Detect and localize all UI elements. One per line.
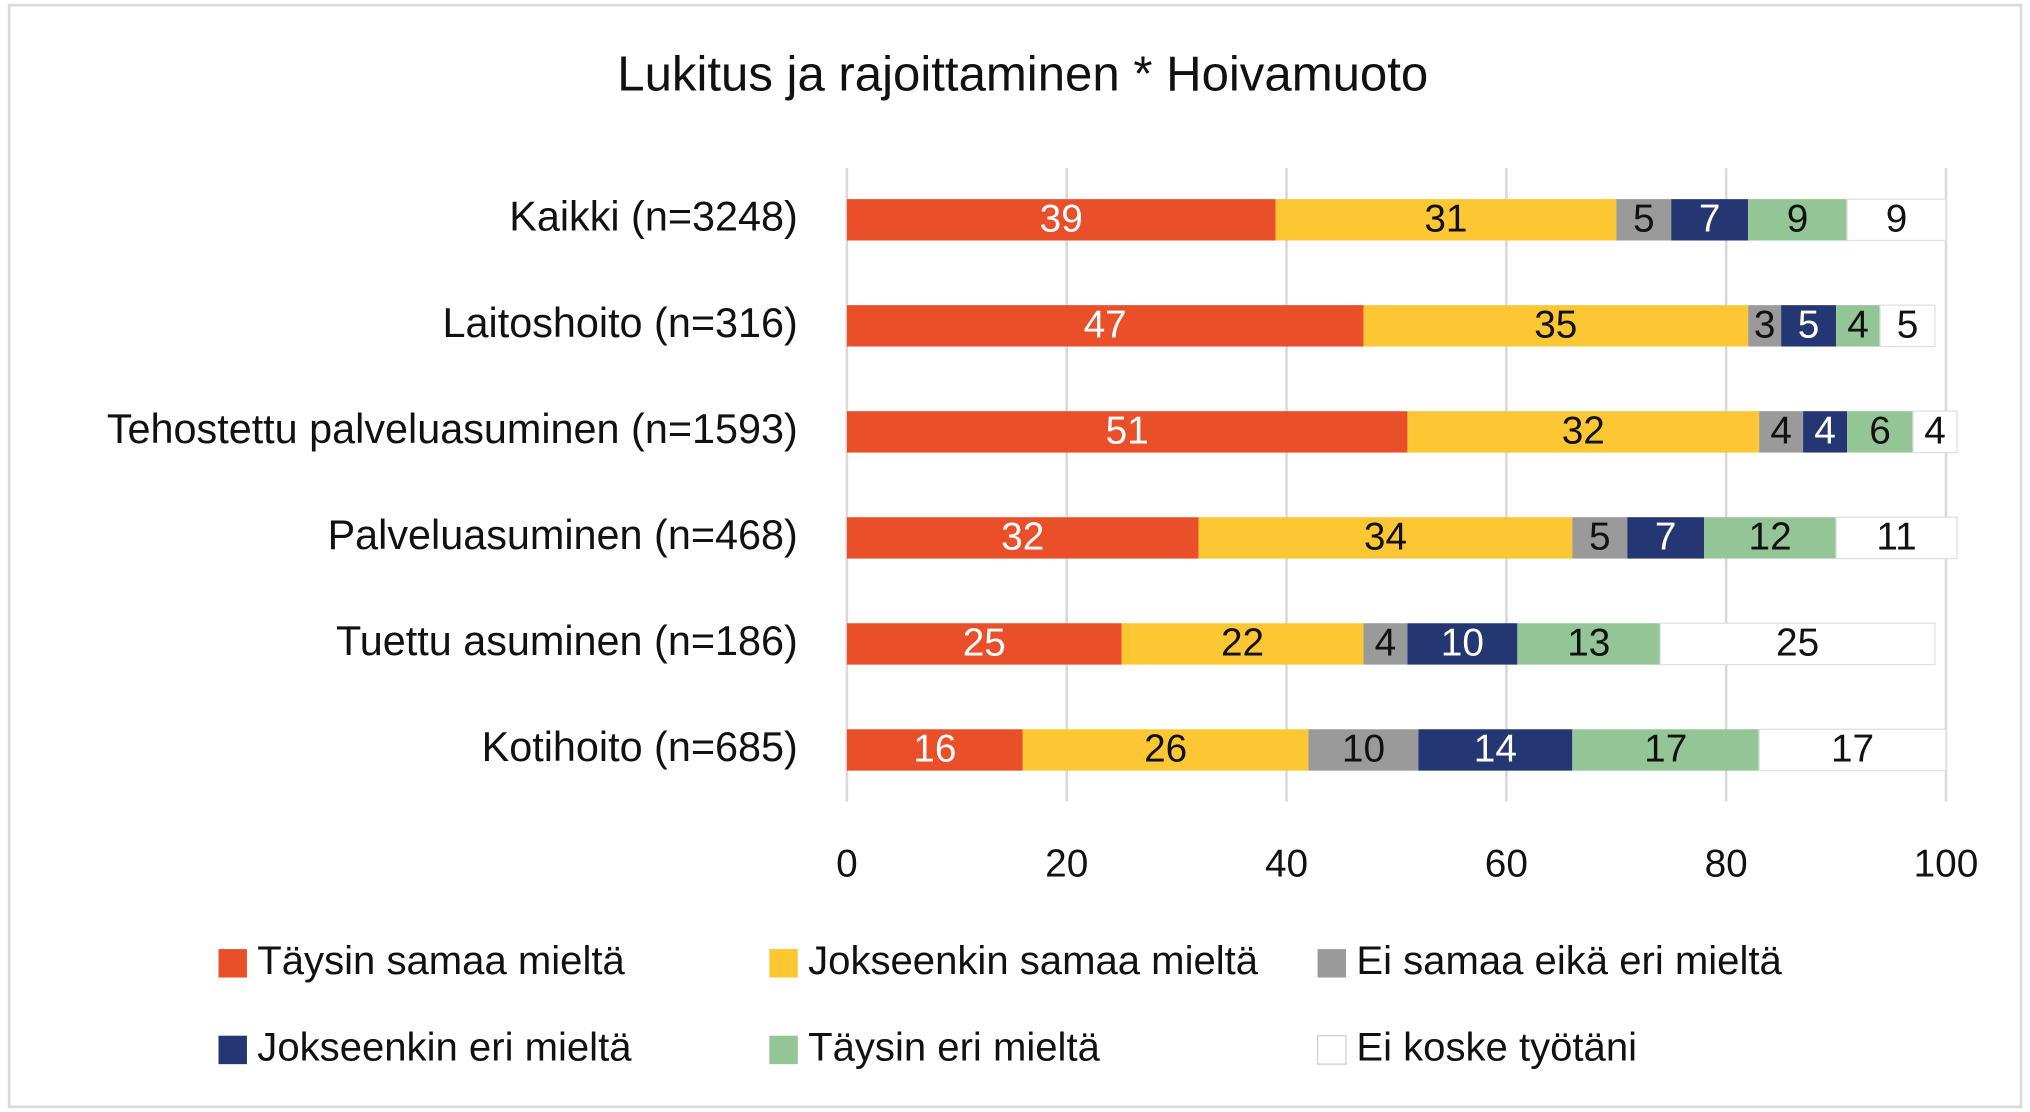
legend-swatch <box>218 949 247 978</box>
bar-segment <box>1407 411 1760 453</box>
data-label: 51 <box>1106 409 1149 452</box>
y-tick-label: Tehostettu palveluasuminen (n=1593) <box>107 406 798 452</box>
data-label: 4 <box>1770 409 1792 452</box>
bar-segment <box>1759 411 1804 453</box>
data-label: 4 <box>1847 303 1869 346</box>
bar-segment <box>1407 623 1518 665</box>
bar-segment <box>1835 516 1958 560</box>
legend-label: Täysin samaa mieltä <box>257 939 625 983</box>
data-label: 4 <box>1375 621 1397 664</box>
data-label: 17 <box>1644 727 1687 770</box>
data-label: 4 <box>1814 409 1836 452</box>
data-label: 17 <box>1831 727 1874 770</box>
data-label: 22 <box>1221 621 1264 664</box>
legend-label: Jokseenkin eri mieltä <box>257 1026 632 1070</box>
bar-segment <box>1198 517 1573 559</box>
data-label: 9 <box>1886 197 1908 240</box>
bar-segment <box>1308 729 1419 771</box>
data-label: 39 <box>1040 197 1083 240</box>
x-tick-label: 80 <box>1705 843 1748 886</box>
bar-segment <box>1363 305 1749 347</box>
legend-swatch <box>769 1035 798 1065</box>
data-label: 35 <box>1534 303 1577 346</box>
data-label: 4 <box>1924 409 1946 452</box>
y-tick-label: Palveluasuminen (n=468) <box>328 512 798 558</box>
data-label: 5 <box>1589 515 1611 558</box>
data-label: 13 <box>1567 621 1610 664</box>
bar-segment <box>1572 729 1760 771</box>
bar-segment <box>846 729 1023 771</box>
y-tick-label: Tuettu asuminen (n=186) <box>336 618 798 664</box>
bar-segment <box>1418 729 1573 771</box>
bar-segment <box>846 199 1276 241</box>
data-label: 7 <box>1655 515 1677 558</box>
legend-swatch <box>1316 1035 1347 1065</box>
data-label: 9 <box>1787 197 1809 240</box>
bar-segment <box>1572 517 1628 559</box>
y-tick-label: Kotihoito (n=685) <box>482 724 798 770</box>
bar-segment <box>1879 304 1936 348</box>
bar-segment <box>1846 198 1947 242</box>
legend-label: Täysin eri mieltä <box>808 1026 1100 1070</box>
legend-label: Ei koske työtäni <box>1356 1026 1637 1070</box>
bar-segment <box>1517 623 1661 665</box>
bar-segment <box>1022 729 1309 771</box>
bar-segment <box>1671 199 1749 241</box>
chart-title: Lukitus ja rajoittaminen * Hoivamuoto <box>617 48 1428 102</box>
data-label: 5 <box>1897 303 1919 346</box>
data-label: 34 <box>1364 515 1407 558</box>
data-label: 32 <box>1001 515 1044 558</box>
data-label: 25 <box>1776 621 1819 664</box>
data-label: 32 <box>1562 409 1605 452</box>
bar-segment <box>1781 305 1837 347</box>
data-label: 7 <box>1699 197 1721 240</box>
bar-segment <box>1836 305 1881 347</box>
bar-segment <box>1659 622 1936 666</box>
bar-segment <box>1275 199 1617 241</box>
bar-segment <box>1627 517 1705 559</box>
y-tick-label: Kaikki (n=3248) <box>509 194 798 240</box>
x-tick-label: 60 <box>1485 843 1528 886</box>
bar-segment <box>846 623 1122 665</box>
bar-segment <box>1121 623 1364 665</box>
x-tick-label: 100 <box>1914 843 1979 886</box>
bar-segment <box>846 517 1199 559</box>
bar-segment <box>1847 411 1914 453</box>
bar-segment <box>1704 517 1837 559</box>
x-tick-label: 0 <box>836 843 858 886</box>
legend-swatch <box>218 1035 247 1065</box>
data-label: 10 <box>1441 621 1484 664</box>
data-label: 31 <box>1424 197 1467 240</box>
data-label: 10 <box>1342 727 1385 770</box>
bar-segment <box>1912 410 1958 454</box>
data-label: 6 <box>1869 409 1891 452</box>
y-tick-label: Laitoshoito (n=316) <box>443 300 798 346</box>
data-label: 14 <box>1474 727 1517 770</box>
data-label: 5 <box>1798 303 1820 346</box>
bar-segment <box>1363 623 1408 665</box>
legend-swatch <box>769 949 798 978</box>
bar-segment <box>1616 199 1672 241</box>
legend-label: Ei samaa eikä eri mieltä <box>1356 939 1782 983</box>
bar-segment <box>1748 199 1848 241</box>
legend-swatch <box>1317 949 1347 978</box>
data-label: 3 <box>1754 303 1776 346</box>
bar-segment <box>1803 411 1848 453</box>
bar-segment <box>846 305 1364 347</box>
data-label: 11 <box>1876 515 1916 558</box>
x-tick-label: 40 <box>1265 843 1308 886</box>
data-label: 12 <box>1749 515 1792 558</box>
data-label: 47 <box>1084 303 1127 346</box>
bar-segment <box>1748 305 1782 347</box>
data-label: 25 <box>963 621 1006 664</box>
x-tick-label: 20 <box>1045 843 1088 886</box>
bar-segment <box>1758 728 1947 772</box>
legend-label: Jokseenkin samaa mieltä <box>808 939 1259 983</box>
data-label: 16 <box>913 727 956 770</box>
data-label: 26 <box>1144 727 1187 770</box>
bar-segment <box>846 411 1408 453</box>
data-label: 5 <box>1633 197 1655 240</box>
